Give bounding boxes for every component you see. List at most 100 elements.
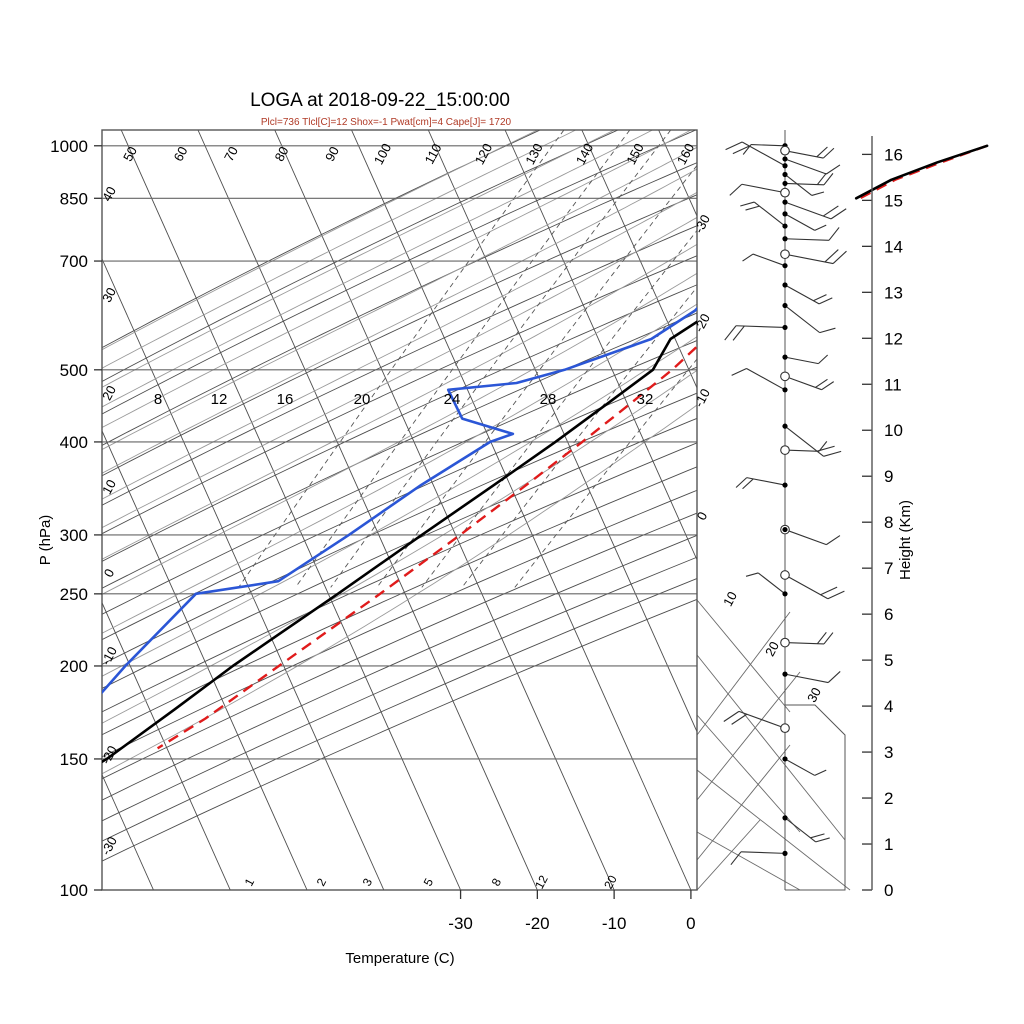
dry-adiabat-label-130: 130 (522, 141, 545, 167)
wind-barb-tick (826, 164, 841, 175)
wind-barb-tick (827, 590, 845, 600)
wind-barb-tick (745, 572, 759, 577)
dry-adiabat-440 (102, 578, 697, 842)
isotherm-mid-label-16: 16 (277, 391, 294, 408)
moist-adiabat--20 (102, 130, 538, 351)
dry-adiabat-300 (102, 225, 697, 506)
isotherm--40 (102, 257, 385, 890)
wind-level-marker-open (780, 187, 790, 198)
isotherm--50 (102, 429, 308, 890)
wind-barb-staff (784, 150, 824, 159)
temperature-label-0: 0 (686, 914, 695, 933)
moist-adiabat-5 (102, 146, 697, 451)
wind-level-marker-filled (782, 163, 788, 169)
wind-barb-staff (784, 356, 819, 365)
wind-level-marker-open (780, 371, 790, 382)
wind-barb-staff (741, 183, 786, 194)
dry-adiabat-label-90: 90 (322, 144, 342, 164)
moist-adiabat-35 (102, 303, 697, 634)
wind-barb-tick (818, 441, 828, 452)
dry-adiabat-320 (102, 284, 697, 562)
wind-level-marker-filled (782, 180, 788, 187)
wind-barb-staff (738, 710, 786, 729)
wind-barb-tick (814, 769, 827, 776)
wind-barb-tick (745, 205, 760, 211)
wind-barb-staff (753, 201, 786, 227)
pressure-label-850: 850 (60, 189, 88, 208)
height-label-7: 7 (884, 559, 893, 578)
isotherm-30 (581, 130, 697, 389)
moist-adiabat-20 (102, 216, 697, 529)
wind-barb-staff (784, 305, 821, 334)
pressure-axis-title: P (hPa) (37, 515, 54, 566)
grid-line-labels: 50 60 70 80 90 100 110 120 130 140 150 160403020100… (98, 141, 824, 892)
isotherm--20 (197, 130, 538, 890)
wind-barb-tick (740, 201, 755, 207)
wind-level-marker-filled (782, 354, 788, 360)
parcel-path-curve (156, 344, 697, 750)
wind-barb-tick (815, 837, 830, 843)
wind-barb-tick (823, 173, 834, 186)
wind-barb-tick (732, 325, 745, 341)
wind-level-marker-filled (782, 850, 788, 856)
dry-adiabat-label-110: 110 (422, 141, 445, 166)
isobar-lines (102, 145, 697, 890)
wind-level-marker-open (780, 249, 790, 260)
sounding-indices-subtitle: Plcl=736 Tlcl[C]=12 Shox=-1 Pwat[cm]=4 C… (261, 117, 512, 128)
mixing-ratio-label-20: 20 (601, 873, 620, 892)
wind-barb-tick (735, 477, 748, 488)
wind-level-marker-open (780, 145, 790, 156)
wind-barb-tick (823, 632, 834, 645)
ext-isotherm-e (696, 831, 801, 891)
height-label-11: 11 (884, 375, 902, 394)
dry-adiabat-420 (102, 534, 697, 801)
temperature-label--30: -30 (448, 914, 473, 933)
wind-level-marker-filled (782, 324, 788, 331)
pressure-label-400: 400 (60, 433, 88, 452)
wind-barb-staff (757, 572, 786, 595)
dry-adiabat-label-70: 70 (221, 144, 241, 164)
temperature-curve (102, 320, 697, 764)
pressure-label-250: 250 (60, 585, 88, 604)
wind-barb-staff (784, 673, 829, 684)
wind-level-marker-filled (782, 211, 788, 217)
wind-barb-staff (784, 238, 829, 241)
ext-moist-a (696, 819, 761, 891)
wind-barb-tick (725, 141, 743, 151)
wind-barb-tick (723, 710, 740, 722)
dewpoint-curve (102, 306, 697, 695)
isotherm-lines (102, 130, 697, 890)
dry-adiabat-340 (102, 340, 697, 615)
wind-barb-staff (784, 284, 820, 305)
mixing-ratio-label-3: 3 (360, 876, 376, 889)
wind-level-marker-filled (782, 591, 788, 597)
pressure-label-150: 150 (60, 750, 88, 769)
moist-adiabat-25 (102, 243, 697, 560)
isotherm--30 (120, 130, 461, 890)
mixing-ratio-label-8: 8 (489, 876, 505, 889)
ext-moist-d (696, 611, 791, 736)
titles: LOGA at 2018-09-22_15:00:00 Plcl=736 Tlc… (250, 90, 511, 128)
isotherm-mid-label-8: 8 (154, 391, 162, 408)
height-label-15: 15 (884, 191, 903, 210)
wind-barb-tick (827, 671, 841, 683)
wind-level-marker-filled (782, 387, 788, 393)
wind-barb-tick (822, 147, 835, 159)
height-label-2: 2 (884, 789, 893, 808)
wind-barb-tick (822, 205, 839, 217)
wind-barb-staff (741, 851, 786, 854)
height-label-10: 10 (884, 421, 903, 440)
wind-barb-tick (731, 713, 748, 725)
ext-isotherm-a (696, 714, 801, 833)
height-label-16: 16 (884, 145, 903, 164)
height-label-1: 1 (884, 835, 893, 854)
dry-adiabat-410 (102, 512, 697, 780)
wind-barb-tick (816, 172, 827, 185)
wind-barb-staff (784, 158, 827, 175)
wind-level-marker-open (780, 570, 790, 580)
dry-adiabat-290 (102, 194, 697, 477)
wind-barb-staff (784, 174, 813, 196)
mixing-ratio-8 (421, 229, 697, 588)
